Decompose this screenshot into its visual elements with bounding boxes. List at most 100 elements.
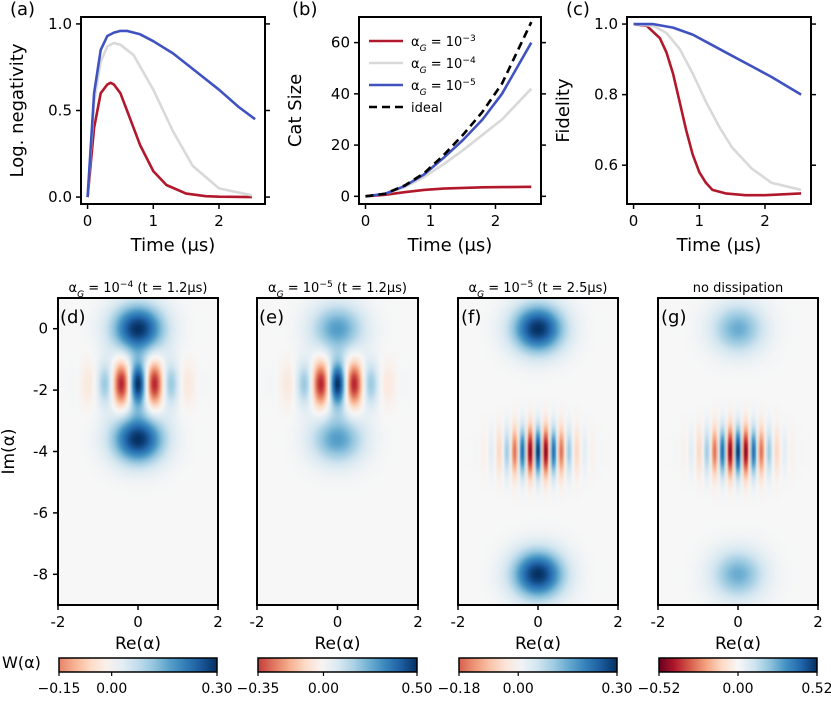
x-axis-label: Time (μs) xyxy=(676,235,762,256)
colorbar-tick-label: 0.30 xyxy=(201,681,232,697)
x-tick-label: 0 xyxy=(629,212,639,230)
colorbar-tick-label: 0.00 xyxy=(96,681,127,697)
colorbar-g: −0.52 0.00 0.52 xyxy=(638,657,831,697)
x-tick-label: 2 xyxy=(760,212,770,230)
panel-label: (a) xyxy=(10,0,35,20)
panel-title: αG = 10−5 (t = 2.5μs) xyxy=(469,280,608,300)
x-tick-label: 1 xyxy=(426,212,436,230)
wigner-density-image xyxy=(58,298,218,605)
axes-frame xyxy=(358,16,542,205)
colorbar-tick-label: 0.30 xyxy=(601,681,632,697)
x-axis-label: Time (μs) xyxy=(130,235,216,256)
panel-title: αG = 10−5 (t = 1.2μs) xyxy=(268,280,407,300)
y-tick-label: 0.8 xyxy=(594,86,618,104)
y-tick-label: 1.0 xyxy=(48,15,72,33)
panel-label: (g) xyxy=(661,307,686,328)
x-tick-label: -2 xyxy=(250,613,265,631)
x-tick-label: 0 xyxy=(83,212,93,230)
series-line-2 xyxy=(86,41,253,198)
y-tick-label: 40 xyxy=(331,85,350,103)
colorbar-tick-label: −0.52 xyxy=(638,681,681,697)
x-axis-label: Re(α) xyxy=(315,634,361,654)
x-tick-label: 0 xyxy=(733,613,743,631)
colorbar-tick-label: 0.50 xyxy=(401,681,432,697)
legend-entry: αG = 10−4 xyxy=(411,56,476,76)
panel-label: (c) xyxy=(566,0,590,20)
y-tick-label: 0.6 xyxy=(594,156,618,174)
legend-entry: αG = 10−3 xyxy=(411,34,476,54)
panel-label: (f) xyxy=(461,307,481,328)
x-axis-label: Re(α) xyxy=(715,634,761,654)
wigner-panel-d: -2 0 2 0 -2 -4 -6 -8 Im(α) Re(α) αG = 10−4 (t = 1.… xyxy=(0,280,223,654)
x-tick-label: 0 xyxy=(533,613,543,631)
colorbar-gradient xyxy=(58,657,218,673)
axes-frame xyxy=(626,16,812,205)
x-tick-label: 2 xyxy=(213,613,223,631)
y-tick-label: -8 xyxy=(33,565,48,583)
x-tick-label: 2 xyxy=(491,212,501,230)
colorbar-e: −0.35 0.00 0.50 xyxy=(237,657,433,697)
panel-label: (e) xyxy=(259,307,284,328)
y-tick-label: -2 xyxy=(33,381,48,399)
panel-label: (d) xyxy=(60,307,85,328)
series-line-1 xyxy=(365,185,532,198)
x-tick-label: 1 xyxy=(149,212,159,230)
y-tick-label: 20 xyxy=(331,136,350,154)
x-tick-label: 2 xyxy=(813,613,823,631)
x-tick-label: 2 xyxy=(613,613,623,631)
wigner-density-image xyxy=(458,298,618,605)
colorbar-tick-label: −0.18 xyxy=(438,681,481,697)
series-line-3 xyxy=(86,29,256,198)
y-tick-label: -6 xyxy=(33,504,48,522)
series-line-3 xyxy=(633,22,802,96)
colorbar-tick-label: 0.52 xyxy=(801,681,831,697)
wigner-panel-e: -2 0 2 Re(α) αG = 10−5 (t = 1.2μs) (e) xyxy=(250,280,423,654)
colorbar-tick-label: −0.35 xyxy=(237,681,280,697)
y-axis-label: Im(α) xyxy=(0,428,19,474)
wigner-density-image xyxy=(658,298,818,605)
wigner-maps-layer: -2 0 2 0 -2 -4 -6 -8 Im(α) Re(α) αG = 10−4 (t = 1.… xyxy=(0,280,823,654)
y-tick-label: 0.0 xyxy=(48,188,72,206)
colorbar-f: −0.18 0.00 0.30 xyxy=(438,657,633,697)
legend-entry: ideal xyxy=(411,101,442,116)
colorbar-gradient xyxy=(458,657,618,673)
x-axis-label: Re(α) xyxy=(515,634,561,654)
x-tick-label: 0 xyxy=(333,613,343,631)
y-tick-label: 60 xyxy=(331,34,350,52)
panel-label: (b) xyxy=(292,0,317,20)
x-tick-label: 0 xyxy=(361,212,371,230)
x-tick-label: 1 xyxy=(695,212,705,230)
series-line-2 xyxy=(633,22,802,192)
y-tick-label: 1.0 xyxy=(594,15,618,33)
y-tick-label: 0.5 xyxy=(48,102,72,120)
series-line-1 xyxy=(86,81,252,199)
series-line-4 xyxy=(365,21,533,198)
colorbar-tick-label: 0.00 xyxy=(722,681,753,697)
legend-entry: αG = 10−5 xyxy=(411,78,476,98)
series-line-2 xyxy=(365,87,533,198)
colorbar-tick-label: 0.00 xyxy=(503,681,534,697)
series-line-1 xyxy=(633,22,802,197)
y-tick-label: 0 xyxy=(38,320,48,338)
x-tick-label: -2 xyxy=(451,613,466,631)
x-tick-label: 0 xyxy=(133,613,143,631)
x-tick-label: 2 xyxy=(214,212,224,230)
x-tick-label: 2 xyxy=(413,613,423,631)
panel-a: 0 1 2 0.0 0.5 1.0 Time (μs) Log. negativity (a) xyxy=(7,0,270,256)
y-axis-label: Fidelity xyxy=(553,78,574,143)
x-axis-label: Time (μs) xyxy=(407,235,493,256)
y-tick-label: 0 xyxy=(340,187,350,205)
colorbar-d: −0.15 0.00 0.30 xyxy=(38,657,233,697)
colorbar-gradient xyxy=(658,657,818,673)
colorbar-tick-label: −0.15 xyxy=(38,681,81,697)
colorbar-tick-label: 0.00 xyxy=(308,681,339,697)
y-axis-label: Log. negativity xyxy=(7,43,28,177)
colorbar-label: W(α) xyxy=(2,653,41,672)
y-axis-label: Cat Size xyxy=(285,74,306,147)
wigner-density-image xyxy=(257,298,418,605)
x-tick-label: -2 xyxy=(651,613,666,631)
panel-title: αG = 10−4 (t = 1.2μs) xyxy=(69,280,208,300)
